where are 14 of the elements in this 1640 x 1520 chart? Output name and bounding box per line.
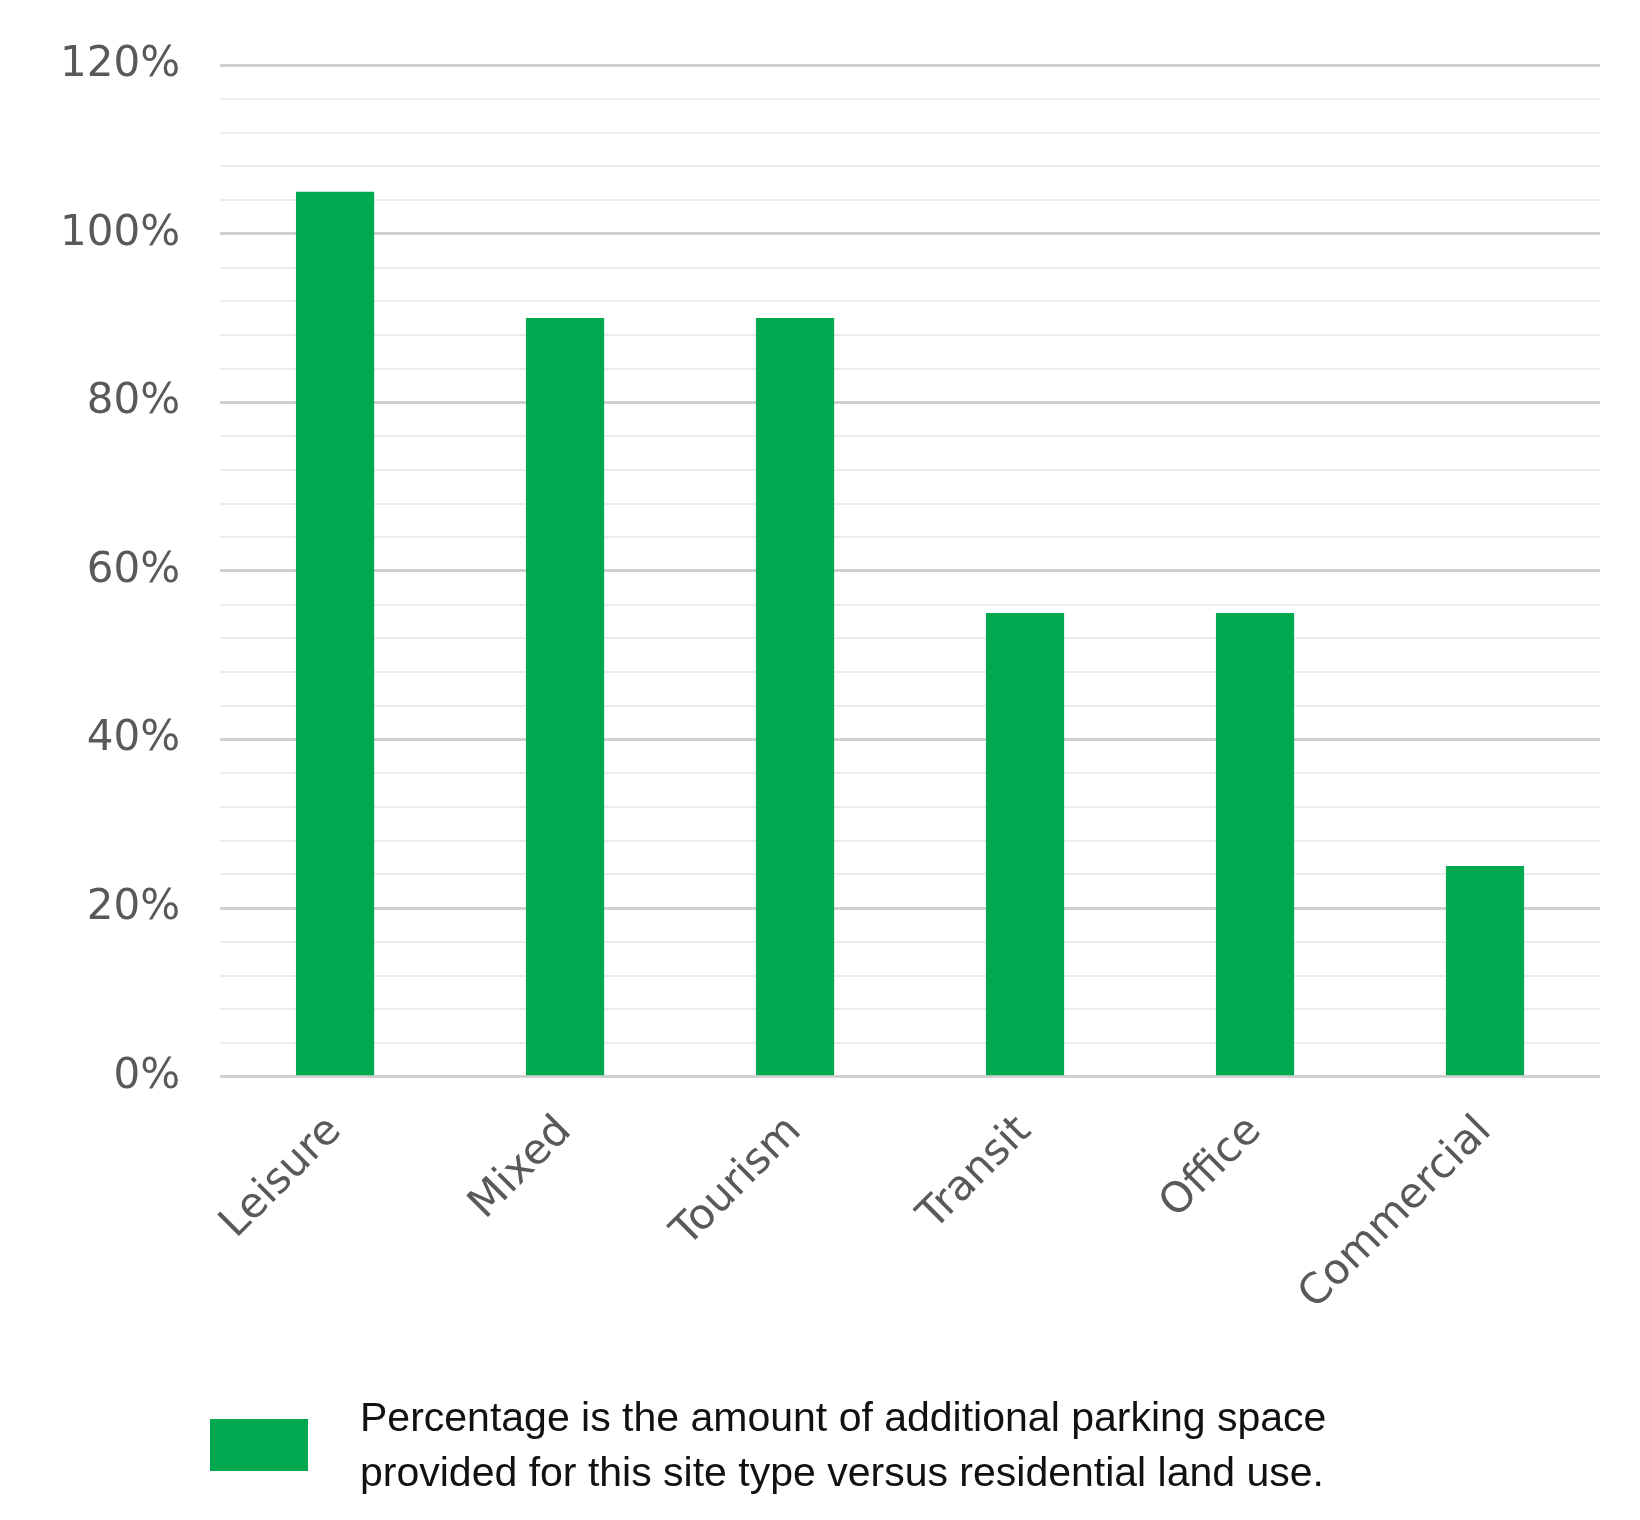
bar	[1445, 866, 1525, 1076]
legend-label: Percentage is the amount of additional parking space provided for this site type versus residential land use.	[360, 1393, 1328, 1497]
y-tick-label: 120%	[60, 37, 181, 87]
y-tick-label: 20%	[86, 880, 181, 930]
bar	[1215, 613, 1295, 1076]
y-tick-label: 60%	[86, 542, 181, 592]
bar	[295, 191, 375, 1076]
y-tick-label: 0%	[113, 1048, 181, 1098]
bar	[985, 613, 1065, 1076]
bar	[755, 318, 835, 1076]
y-tick-label: 40%	[86, 711, 181, 761]
y-tick-label: 100%	[60, 205, 181, 255]
bar	[525, 318, 605, 1076]
y-tick-label: 80%	[86, 374, 181, 424]
